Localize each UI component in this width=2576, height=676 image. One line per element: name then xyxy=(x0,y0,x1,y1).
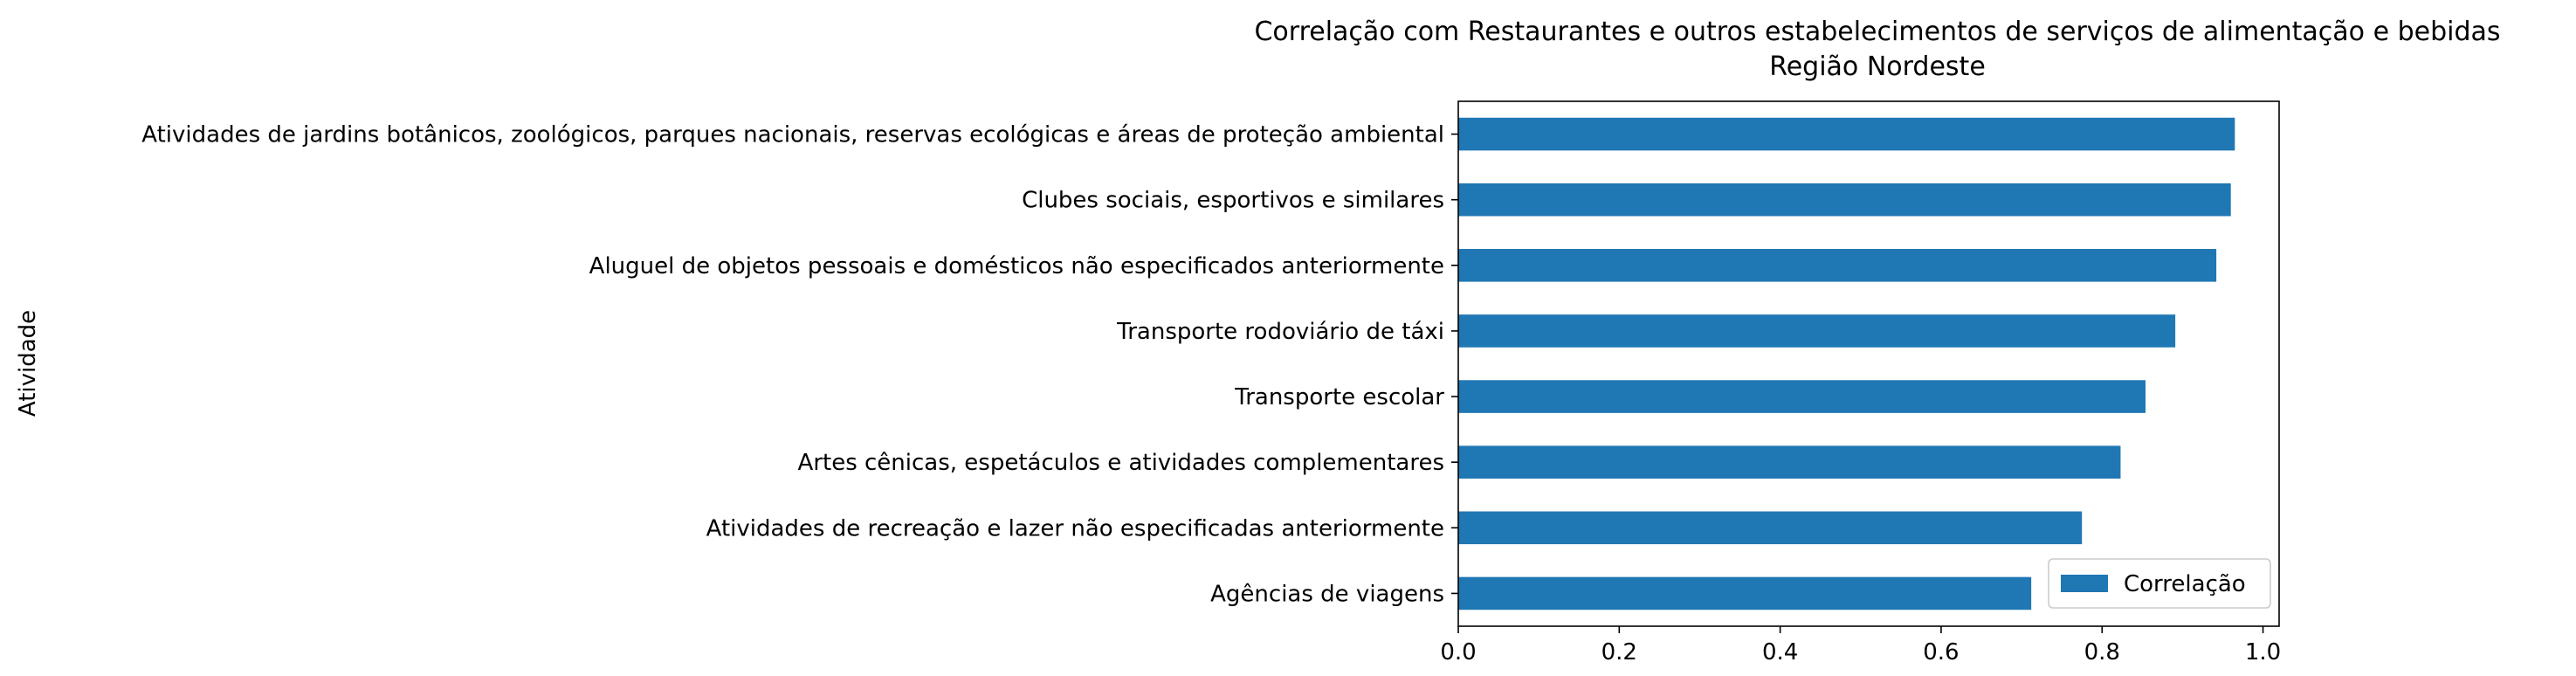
bar-6 xyxy=(1458,445,2121,479)
legend-label: Correlação xyxy=(2124,571,2246,597)
bar-8 xyxy=(1458,576,2032,610)
bar-4 xyxy=(1458,314,2176,348)
bar-2 xyxy=(1458,183,2231,217)
x-tick-label-3: 0.4 xyxy=(1762,639,1798,666)
y-tick-label-1: Atividades de jardins botânicos, zoológi… xyxy=(141,122,1444,148)
y-tick-label-6: Artes cênicas, espetáculos e atividades … xyxy=(798,450,1444,476)
x-tick-label-1: 0.0 xyxy=(1440,639,1476,666)
chart-subtitle: Região Nordeste xyxy=(1769,52,1986,82)
x-tick-label-4: 0.6 xyxy=(1923,639,1959,666)
bar-5 xyxy=(1458,380,2146,413)
legend-frame xyxy=(2048,558,2271,609)
x-ticks: 0.0 0.2 0.4 0.6 0.8 1.0 xyxy=(1440,626,2281,666)
y-tick-label-3: Aluguel de objetos pessoais e domésticos… xyxy=(589,253,1444,279)
bar-1 xyxy=(1458,117,2235,151)
chart-title: Correlação com Restaurantes e outros est… xyxy=(1254,17,2500,47)
x-tick-label-5: 0.8 xyxy=(2084,639,2120,666)
plot-frame xyxy=(1457,100,2280,627)
legend-swatch xyxy=(2061,575,2108,592)
y-tick-label-4: Transporte rodoviário de táxi xyxy=(1116,319,1444,345)
y-tick-label-2: Clubes sociais, esportivos e similares xyxy=(1022,188,1444,214)
bar-7 xyxy=(1458,511,2083,545)
y-tick-labels: Atividades de jardins botânicos, zoológi… xyxy=(141,122,1458,607)
x-tick-label-6: 1.0 xyxy=(2245,639,2281,666)
bars-group xyxy=(1458,117,2235,610)
bar-3 xyxy=(1458,249,2217,282)
x-tick-label-2: 0.2 xyxy=(1601,639,1637,666)
y-tick-label-7: Atividades de recreação e lazer não espe… xyxy=(706,515,1444,541)
y-axis-label: Atividade xyxy=(15,310,41,417)
y-tick-label-5: Transporte escolar xyxy=(1234,384,1444,410)
legend: Correlação xyxy=(2048,558,2271,609)
y-tick-label-8: Agências de viagens xyxy=(1210,581,1444,607)
